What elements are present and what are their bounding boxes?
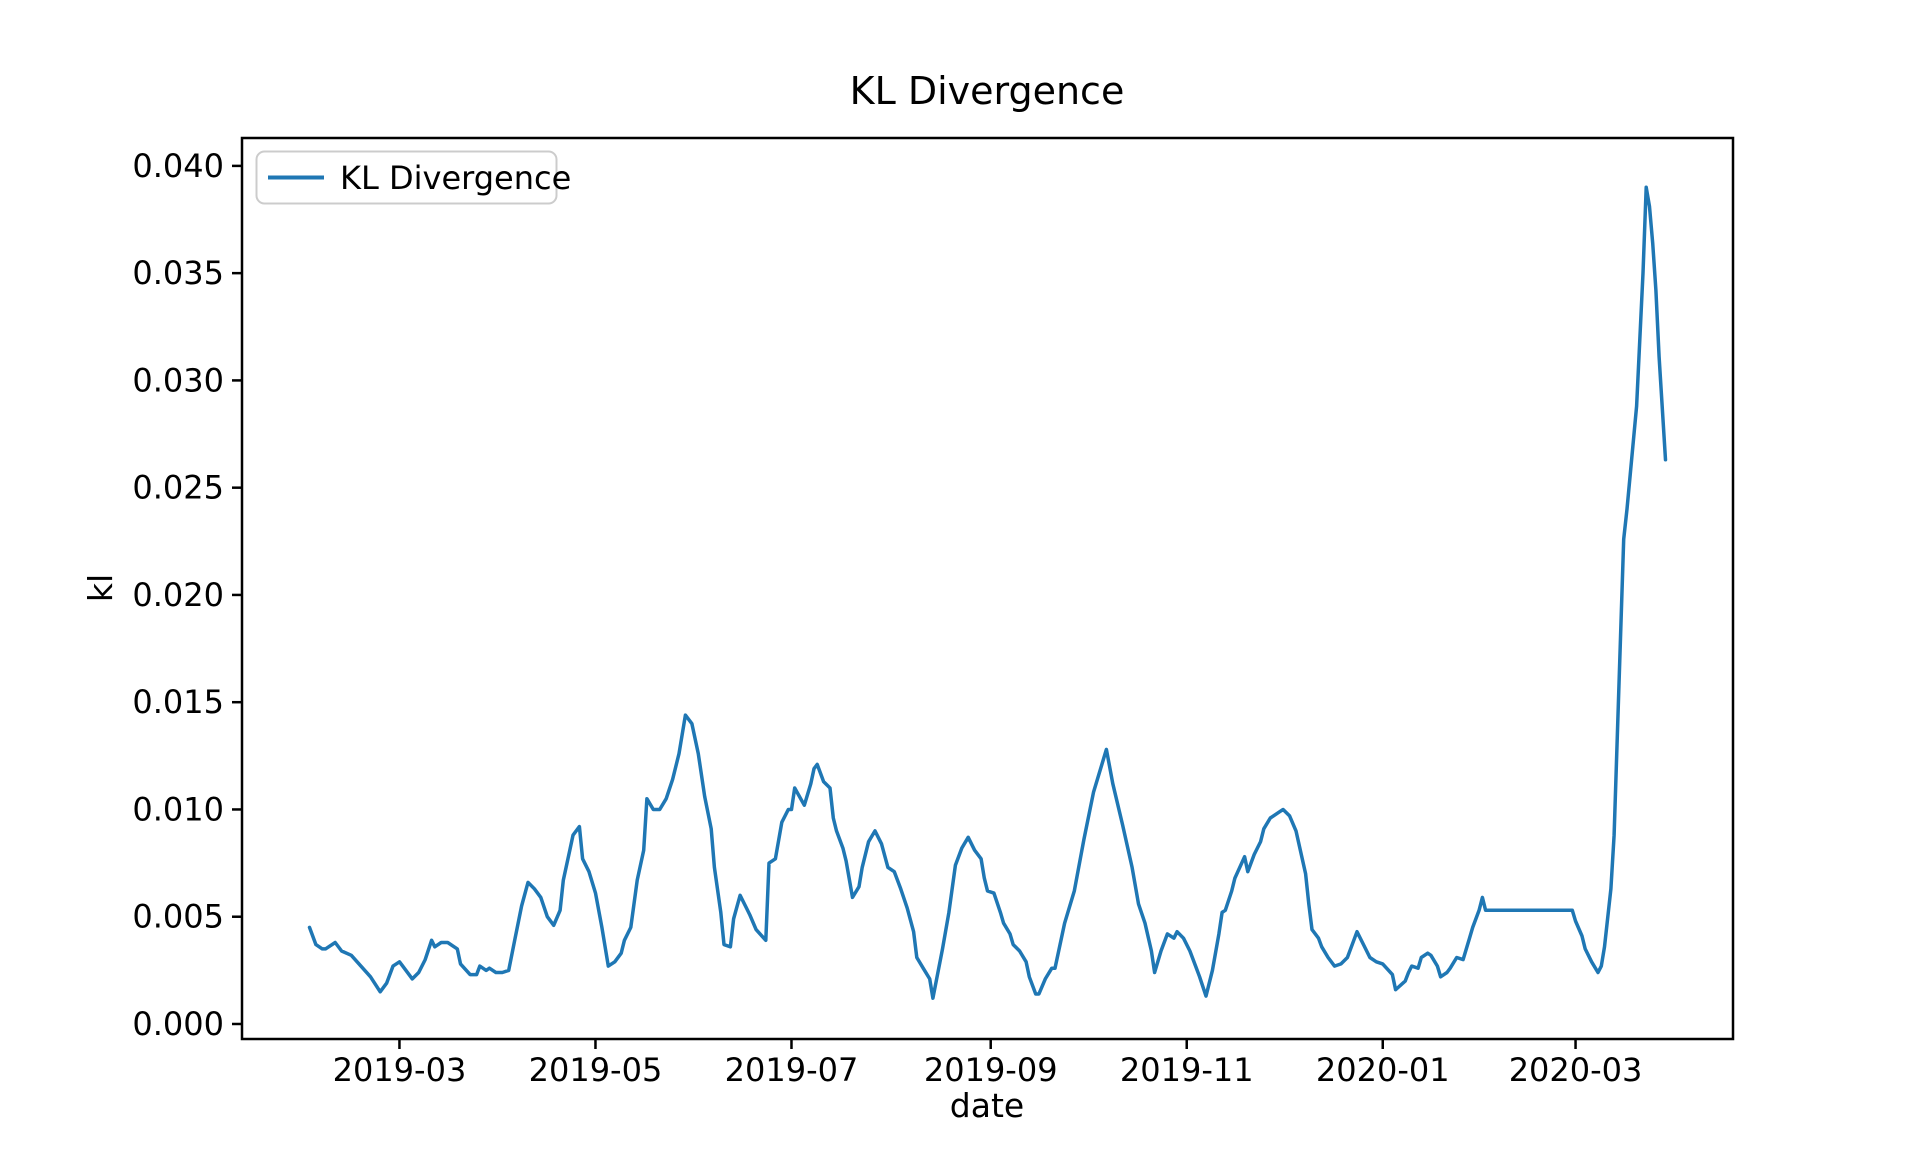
x-tick-label: 2019-05 [529, 1051, 663, 1089]
y-tick-label: 0.035 [132, 254, 224, 292]
x-tick-label: 2019-03 [333, 1051, 467, 1089]
legend: KL Divergence [255, 150, 571, 205]
y-tick-label: 0.040 [132, 147, 224, 185]
y-axis-label: kl [81, 574, 120, 602]
y-tick-label: 0.030 [132, 361, 224, 399]
x-tick-label: 2019-09 [924, 1051, 1058, 1089]
y-tick-label: 0.005 [132, 898, 224, 936]
x-axis-label: date [950, 1086, 1024, 1125]
y-tick-label: 0.020 [132, 576, 224, 614]
plot-area: 2019-03 2019-05 2019-07 2019-09 2019-11 2020-… [132, 136, 1735, 1089]
legend-box [255, 150, 558, 205]
x-tick-label: 2020-01 [1316, 1051, 1450, 1089]
y-tick-label: 0.010 [132, 790, 224, 828]
kl-divergence-line [307, 185, 1668, 1000]
x-tick-label: 2019-07 [725, 1051, 859, 1089]
chart-title: KL Divergence [850, 69, 1125, 113]
y-tick-label: 0.015 [132, 683, 224, 721]
x-tick-label: 2020-03 [1509, 1051, 1643, 1089]
plot-border [240, 136, 1735, 1041]
x-tick-label: 2019-11 [1120, 1051, 1254, 1089]
y-tick-label: 0.025 [132, 469, 224, 507]
y-tick-label: 0.000 [132, 1005, 224, 1043]
legend-label: KL Divergence [340, 159, 571, 197]
